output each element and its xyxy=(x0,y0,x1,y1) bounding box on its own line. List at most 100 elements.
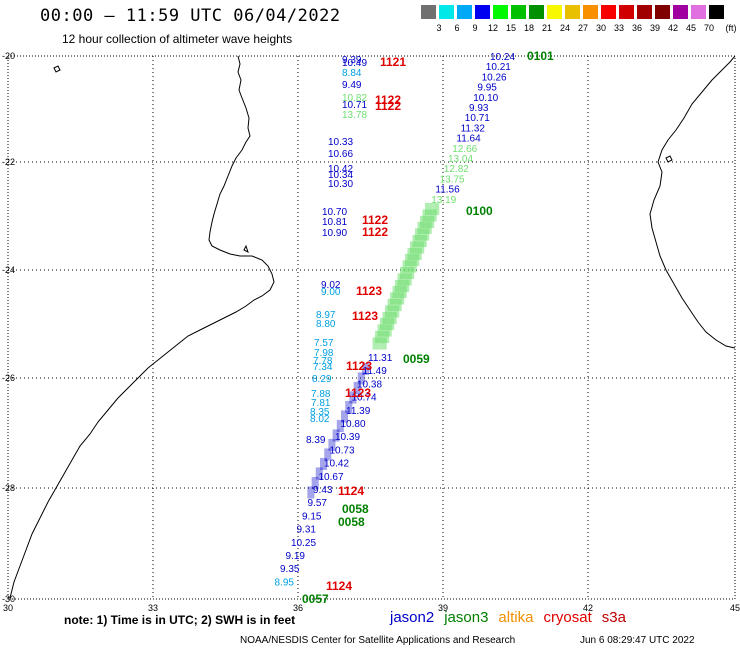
lat-tick-label: -28 xyxy=(2,483,15,493)
legend-label: 36 xyxy=(631,23,642,33)
pass-time-label: 1123 xyxy=(346,359,372,373)
dense-track-mark: █ xyxy=(324,448,332,462)
madagascar-islet xyxy=(665,155,673,163)
dense-track-mark: █ xyxy=(320,457,328,471)
satellite-s3a: s3a xyxy=(601,609,626,626)
observation-value: 9.15 xyxy=(302,511,322,522)
africa-coastline xyxy=(9,55,275,599)
observation-value: 8.35 xyxy=(310,407,330,418)
dense-track-mark: ██ xyxy=(373,336,388,350)
observation-value: 7.78 xyxy=(313,356,333,367)
lat-tick-label: -22 xyxy=(2,157,15,167)
dense-track-mark: █ xyxy=(349,391,357,405)
observation-value: 11.56 xyxy=(435,185,460,196)
legend-swatch xyxy=(511,5,526,19)
legend-swatch xyxy=(565,5,580,19)
dense-track-mark: █ xyxy=(307,486,315,500)
observation-value: 10.33 xyxy=(328,137,353,148)
legend-label: 27 xyxy=(577,23,588,33)
pass-time-label: 0101 xyxy=(527,49,554,63)
observation-value: 9.39 xyxy=(342,55,362,66)
observation-value: 8.80 xyxy=(316,319,336,330)
legend-label: 30 xyxy=(595,23,606,33)
map-frame xyxy=(7,55,736,600)
observation-value: 10.39 xyxy=(335,432,360,443)
pass-time-label: 0059 xyxy=(403,352,430,366)
pass-time-label: 0058 xyxy=(342,502,369,516)
lon-tick-label: 42 xyxy=(583,603,593,613)
observation-value: 11.32 xyxy=(461,123,486,134)
observation-value: 9.00 xyxy=(321,287,341,298)
satellite-altika: altika xyxy=(498,609,534,626)
observation-value: 7.34 xyxy=(313,362,333,373)
island-outline xyxy=(53,65,61,73)
pass-time-label: 1121 xyxy=(380,55,406,69)
observation-value: 9.95 xyxy=(477,83,497,94)
observation-value: 13.19 xyxy=(431,195,456,206)
observation-value: 10.71 xyxy=(465,113,490,124)
observation-value: 8.95 xyxy=(275,577,295,588)
observation-value: 10.73 xyxy=(330,445,355,456)
lon-tick-label: 30 xyxy=(3,603,13,613)
generated-timestamp: Jun 6 08:29:47 UTC 2022 xyxy=(580,635,695,646)
observation-value: 9.19 xyxy=(286,551,306,562)
dense-track-mark: █ xyxy=(337,419,345,433)
observation-value: 9.31 xyxy=(297,525,317,536)
pass-time-label: 1122 xyxy=(362,225,388,239)
dense-track-mark: █ xyxy=(316,467,324,481)
observation-value: 7.81 xyxy=(311,398,331,409)
satellite-key: jason2 jason3 altika cryosat s3a xyxy=(390,609,636,626)
observation-value: 10.26 xyxy=(482,72,507,83)
observation-value: 11.64 xyxy=(456,134,481,145)
observation-value: 11.39 xyxy=(346,406,371,417)
page-subtitle: 12 hour collection of altimeter wave hei… xyxy=(62,32,293,46)
observation-value: 13.04 xyxy=(448,154,473,165)
observation-value: 10.30 xyxy=(328,179,353,190)
legend-swatch xyxy=(619,5,634,19)
observation-value: 10.66 xyxy=(328,149,353,160)
legend-label: 18 xyxy=(523,23,534,33)
legend-swatch xyxy=(547,5,562,19)
pass-time-label: 1123 xyxy=(356,284,382,298)
dense-track-mark: ██ xyxy=(410,240,425,254)
observation-value: 10.90 xyxy=(322,228,347,239)
observation-value: 10.67 xyxy=(319,472,344,483)
observation-value: 9.93 xyxy=(469,103,489,114)
dense-track-mark: ██ xyxy=(393,285,408,299)
observation-value: 9.35 xyxy=(280,564,300,575)
observation-value: 9.43 xyxy=(313,485,333,496)
island-outline-2 xyxy=(243,244,249,253)
pass-time-labels: 0101112111221122010011221122112311230059… xyxy=(302,49,554,606)
observation-value: 10.42 xyxy=(324,459,349,470)
dense-track-mark: █ xyxy=(312,476,320,490)
dense-track-mark: ██ xyxy=(395,279,410,293)
dense-track-mark: ██ xyxy=(420,215,435,229)
lon-tick-label: 33 xyxy=(148,603,158,613)
legend-unit: (ft) xyxy=(725,23,737,33)
dense-track-mark: █ xyxy=(362,362,370,376)
dense-track-mark: ██ xyxy=(423,208,438,222)
legend-swatch xyxy=(529,5,544,19)
dense-track-mark: █ xyxy=(341,410,349,424)
dense-track-mark: ██ xyxy=(385,304,400,318)
legend-label: 6 xyxy=(454,23,460,33)
dense-track-mark: ██ xyxy=(408,247,423,261)
observation-value: 10.34 xyxy=(328,170,353,181)
page-title: 00:00 — 11:59 UTC 06/04/2022 xyxy=(40,6,341,26)
lon-tick-label: 36 xyxy=(293,603,303,613)
pass-time-label: 0058 xyxy=(338,515,365,529)
lon-tick-label: 45 xyxy=(730,603,740,613)
dense-track-mark: █ xyxy=(354,381,362,395)
dense-track-mark: ██ xyxy=(398,272,413,286)
legend-swatch xyxy=(601,5,616,19)
dense-track-mark: █ xyxy=(358,372,366,386)
observation-value: 10.42 xyxy=(328,164,353,175)
dense-track-mark: ██ xyxy=(403,260,418,274)
observation-value: 12.66 xyxy=(452,144,477,155)
pass-time-label: 0100 xyxy=(466,204,493,218)
observation-values: 10.2410.2110.269.9510.109.9310.7111.3211… xyxy=(275,52,516,588)
axis-ticks: 30 33 36 39 42 45 -20 -22 -24 -26 -28 -30 xyxy=(2,51,740,613)
pass-time-label: 1122 xyxy=(375,93,401,107)
observation-value: 10.81 xyxy=(322,217,347,228)
observation-value: 7.98 xyxy=(314,348,334,359)
